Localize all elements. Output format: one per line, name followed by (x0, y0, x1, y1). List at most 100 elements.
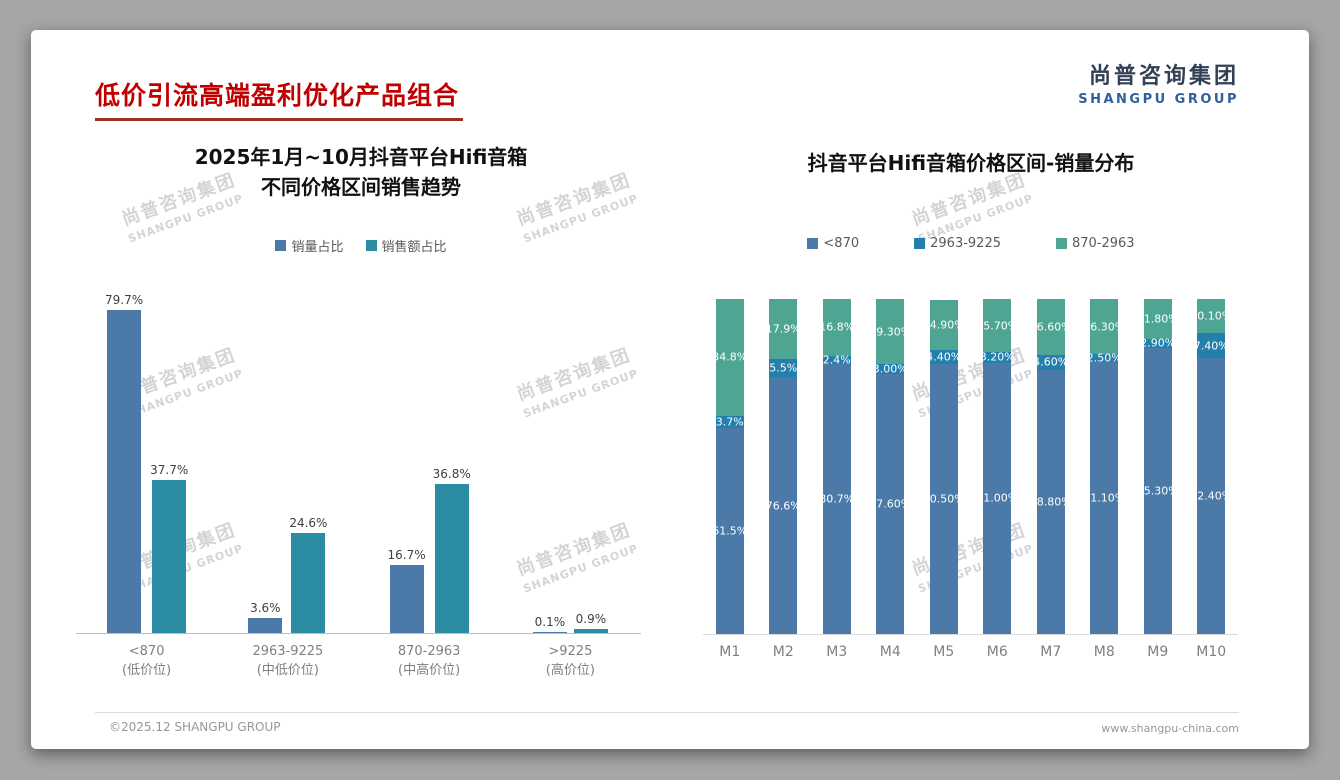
segment-label: 16.60% (1029, 320, 1072, 334)
bar-value-label: 16.7% (387, 548, 426, 563)
legend-item-870-2963: 870-2963 (1055, 236, 1135, 251)
legend-swatch (914, 238, 926, 249)
x-label-M6: M6 (986, 644, 1008, 660)
segment-870-2963: 15.70% (976, 299, 1018, 352)
segment-label: 80.7% (819, 492, 855, 506)
segment-2963-9225: 3.20% (980, 351, 1015, 364)
left-chart-title: 2025年1月~10月抖音平台Hifi音箱 不同价格区间销售趋势 (66, 142, 656, 202)
x-label->9225: >9225 (高价位) (500, 642, 641, 680)
segment-label: 2.50% (1086, 351, 1122, 365)
x-label-line1: 2963-9225 (252, 644, 324, 659)
segment-<870: 81.00% (976, 362, 1018, 634)
logo-text-cn: 尚普咨询集团 (1088, 64, 1239, 89)
left-chart-plot: 79.7% 37.7% 3.6% 24.6% 16.7% 36.8% 0.1% 0.9% (76, 293, 641, 634)
legend-item-2963-9225: 2963-9225 (914, 236, 1001, 251)
segment-2963-9225: 5.5% (769, 358, 798, 378)
stack-column-M9: 11.80% 2.90% 85.30% (1137, 299, 1179, 634)
slide: 尚普咨询集团 SHANGPU GROUP 尚普咨询集团 SHANGPU GROUP 尚普… (31, 30, 1309, 749)
segment-870-2963: 16.8% (819, 299, 854, 356)
segment-label: 82.40% (1190, 489, 1233, 503)
stack-column-M2: 17.9% 5.5% 76.6% (766, 299, 801, 634)
segment-<870: 82.40% (1190, 357, 1232, 634)
x-label-line2: (高价位) (545, 663, 595, 678)
legend-swatch (275, 240, 287, 251)
segment-<870: 85.30% (1137, 348, 1179, 634)
x-label-line1: 870-2963 (397, 644, 461, 659)
footer-divider (95, 712, 1239, 713)
right-chart-plot: 34.8% 3.7% 61.5% 17.9% 5.5% 76.6% 16.8% 2.4% 80.… (703, 299, 1239, 635)
x-label-M7: M7 (1040, 644, 1062, 660)
segment-label: 16.30% (1083, 320, 1126, 334)
segment-label: 7.40% (1193, 339, 1229, 353)
stack-column-M8: 16.30% 2.50% 81.10% (1083, 299, 1125, 634)
segment-<870: 80.50% (923, 364, 965, 634)
stack-column-M3: 16.8% 2.4% 80.7% (819, 299, 854, 634)
stack-M10: 10.10% 7.40% 82.40% (1185, 299, 1239, 634)
x-label-M5: M5 (933, 644, 955, 660)
legend-swatch (807, 238, 819, 249)
segment-870-2963: 10.10% (1190, 299, 1232, 334)
stack-M8: 16.30% 2.50% 81.10% (1078, 299, 1132, 634)
segment-<870: 76.6% (766, 377, 801, 634)
stack-column-M5: 14.90% 4.40% 80.50% (923, 299, 965, 634)
bar (389, 565, 424, 633)
segment-2963-9225: 3.00% (873, 363, 908, 376)
stack-M7: 16.60% 4.60% 78.80% (1024, 299, 1078, 634)
segment-label: 19.30% (869, 325, 912, 339)
segment-label: 77.60% (869, 497, 912, 511)
left-chart-title-line1: 2025年1月~10月抖音平台Hifi音箱 (194, 145, 528, 169)
x-label-line1: >9225 (548, 644, 593, 659)
segment-870-2963: 14.90% (923, 299, 965, 350)
segment-label: 10.10% (1190, 309, 1233, 323)
segment-label: 3.7% (715, 415, 744, 429)
bar-value-label: 37.7% (150, 463, 189, 478)
legend-item-<870: <870 (807, 236, 859, 251)
segment-label: 16.8% (819, 320, 855, 334)
stack-M5: 14.90% 4.40% 80.50% (917, 299, 971, 634)
segment-label: 14.90% (922, 318, 965, 332)
legend-label: <870 (823, 236, 860, 251)
segment-label: 4.60% (1033, 355, 1069, 369)
segment-870-2963: 19.30% (869, 299, 911, 364)
segment-<870: 61.5% (712, 427, 747, 634)
x-label-line2: (低价位) (122, 663, 172, 678)
segment-2963-9225: 3.7% (715, 415, 744, 429)
bar-group->9225: 0.1% 0.9% (500, 294, 641, 633)
segment-2963-9225: 7.40% (1194, 333, 1229, 358)
segment-<870: 80.7% (819, 363, 854, 634)
segment-<870: 77.60% (869, 374, 911, 634)
bar-value-label: 0.1% (534, 614, 566, 629)
stack-column-M4: 19.30% 3.00% 77.60% (869, 299, 911, 634)
left-chart-title-line2: 不同价格区间销售趋势 (261, 175, 461, 199)
segment-label: 2.90% (1140, 336, 1176, 350)
bar-value-label: 24.6% (289, 516, 328, 531)
right-chart-x-axis: M1 M2 M3 M4 M5 M6 M7 M8 M9 M10 (703, 643, 1238, 662)
stack-M9: 11.80% 2.90% 85.30% (1131, 299, 1185, 634)
bar-销售额占比-870-2963: 36.8% (433, 467, 471, 633)
segment-2963-9225: 2.50% (1087, 352, 1122, 365)
bar (291, 533, 326, 633)
stack-column-M1: 34.8% 3.7% 61.5% (712, 299, 747, 634)
bar-group-2963-9225: 3.6% 24.6% (217, 294, 358, 633)
segment-label: 78.80% (1029, 495, 1072, 509)
x-label-line2: (中低价位) (256, 663, 319, 678)
bar (573, 629, 608, 633)
segment-label: 81.10% (1083, 491, 1126, 505)
legend-label: 2963-9225 (930, 236, 1001, 251)
logo-text-en: SHANGPU GROUP (1078, 92, 1239, 107)
bar (434, 484, 469, 633)
segment-2963-9225: 2.4% (822, 353, 851, 366)
stack-column-M6: 15.70% 3.20% 81.00% (976, 299, 1018, 634)
stack-M4: 19.30% 3.00% 77.60% (864, 299, 918, 634)
x-label-M9: M9 (1147, 644, 1169, 660)
legend-label: 销售额占比 (381, 240, 447, 255)
footer-website: www.shangpu-china.com (1101, 722, 1239, 735)
segment-label: 76.6% (765, 499, 801, 513)
bar-value-label: 36.8% (432, 467, 471, 482)
segment-label: 3.00% (872, 362, 908, 376)
bar (107, 310, 142, 633)
segment-870-2963: 34.8% (712, 299, 747, 416)
bar-value-label: 79.7% (105, 293, 144, 308)
segment-label: 5.5% (769, 361, 798, 375)
segment-<870: 81.10% (1083, 362, 1125, 634)
